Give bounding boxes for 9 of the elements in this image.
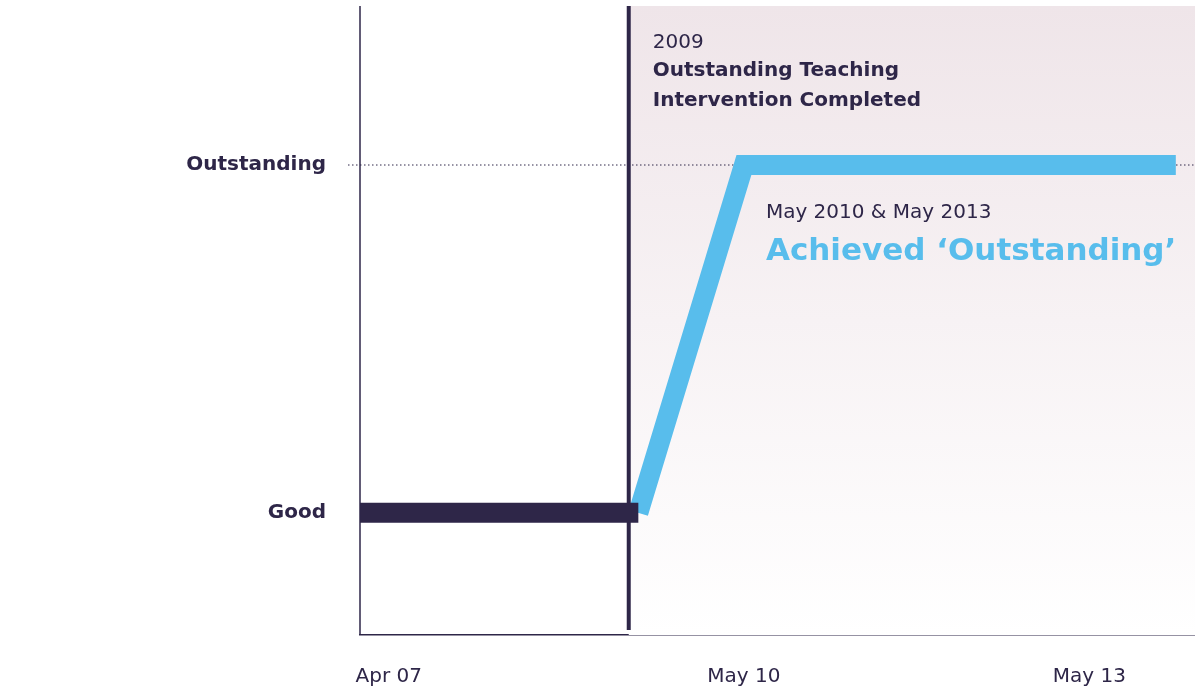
x-tick-label: May 13 xyxy=(1052,663,1126,688)
ref-line-label: Outstanding xyxy=(186,151,326,176)
text: Good xyxy=(267,499,326,523)
annotation: Achieved ‘Outstanding’ xyxy=(765,231,1177,267)
x-tick-label: Apr 07 xyxy=(355,663,422,688)
annotation: May 2010 & May 2013 xyxy=(765,199,992,223)
ref-line-label: 2009 xyxy=(652,29,704,53)
x-tick-label: May 10 xyxy=(707,663,781,688)
text: Outstanding Teaching Intervention Completed xyxy=(652,57,922,111)
